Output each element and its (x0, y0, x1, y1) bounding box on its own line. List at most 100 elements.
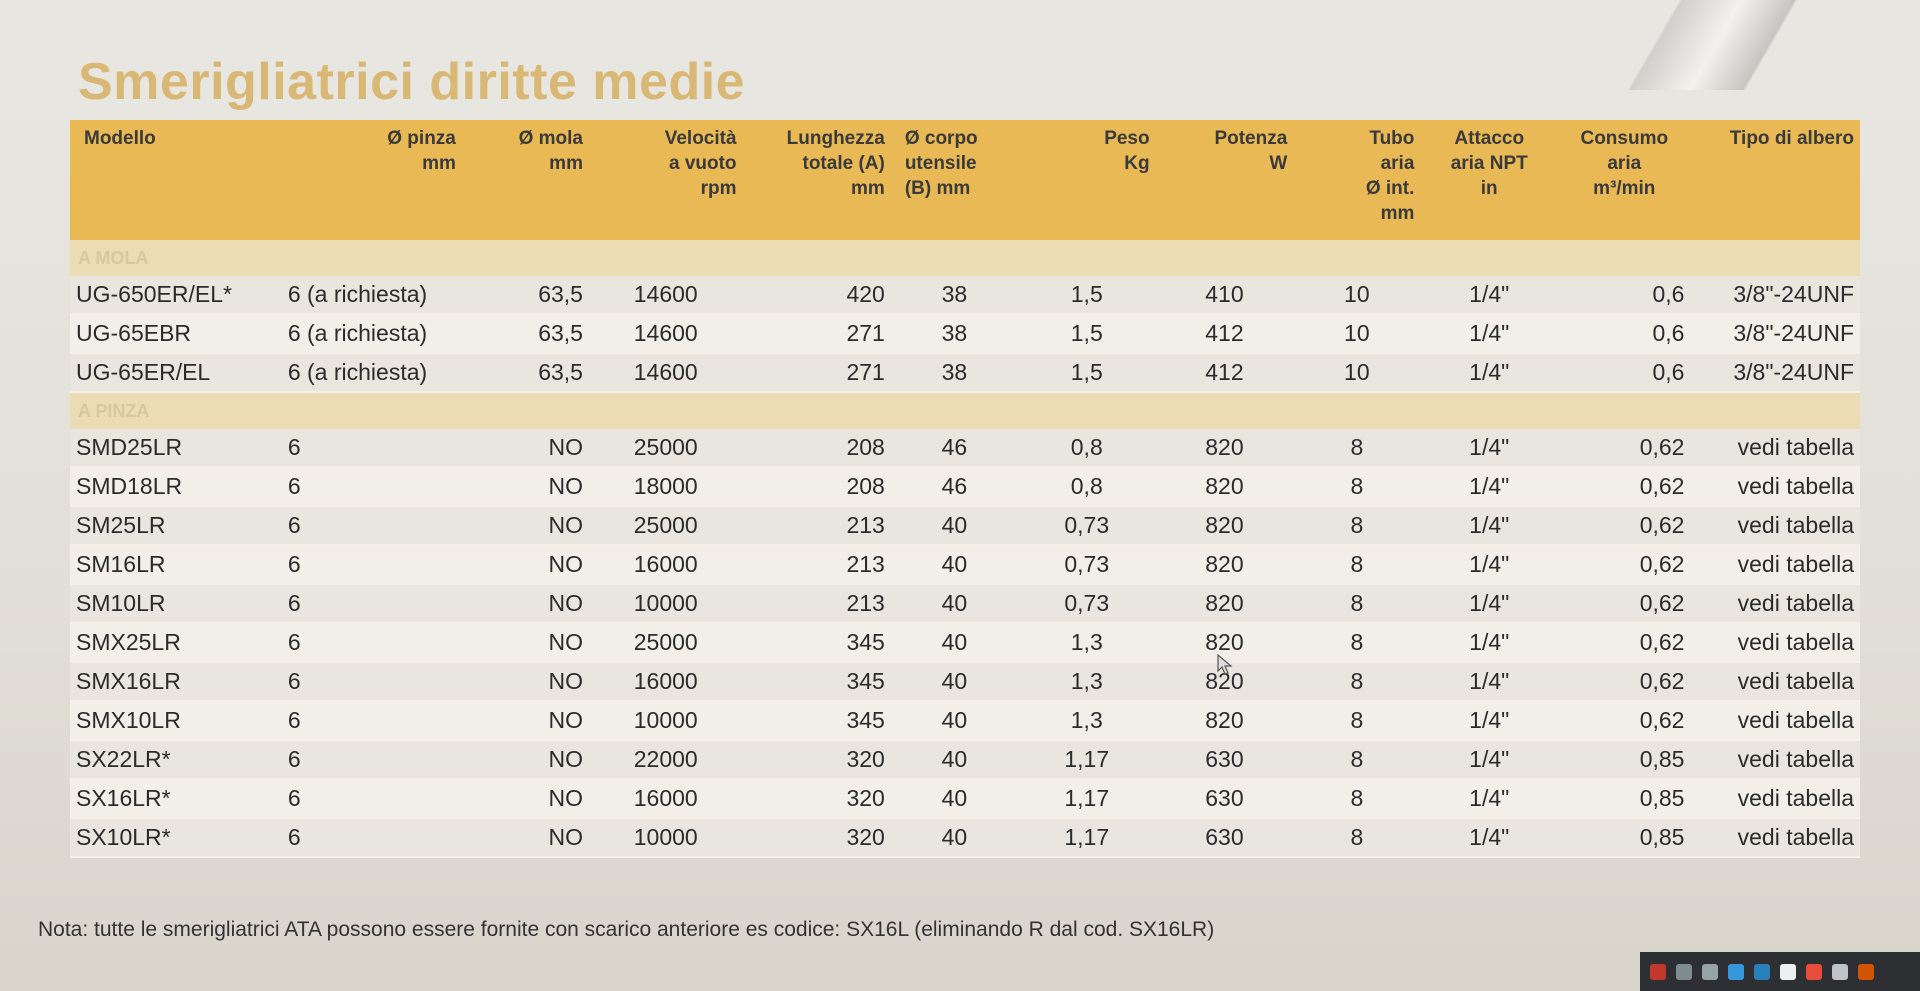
table-cell: 410 (1155, 276, 1294, 315)
app-icon[interactable] (1858, 963, 1874, 980)
app-icon[interactable] (1780, 963, 1796, 980)
table-cell: 25000 (588, 429, 743, 468)
table-row: UG-65ER/EL 6 (a richiesta) 63,5 14600 271 38 1… (70, 353, 1860, 393)
acrobat-icon[interactable] (1650, 963, 1666, 980)
table-cell: 8 (1293, 623, 1421, 663)
table-cell: vedi tabella (1690, 506, 1860, 546)
table-cell: 1/4" (1420, 353, 1559, 393)
table-cell: 208 (742, 429, 891, 468)
table-cell: 213 (742, 584, 891, 624)
table-cell: 0,62 (1558, 545, 1691, 585)
table-cell: 1/4" (1420, 701, 1559, 741)
table-cell: 412 (1155, 353, 1294, 393)
table-cell: 820 (1155, 623, 1294, 663)
table-cell: 16000 (588, 662, 743, 702)
table-cell: 1/4" (1420, 779, 1559, 819)
table-cell: 8 (1293, 429, 1421, 468)
model-cell: SX22LR* (70, 740, 282, 780)
table-cell: 8 (1293, 818, 1421, 858)
table-cell: NO (461, 429, 589, 468)
table-cell: 6 (281, 662, 462, 702)
table-cell: 6 (a richiesta) (281, 276, 462, 315)
table-cell: 208 (742, 467, 891, 507)
model-cell: SMX10LR (70, 701, 282, 741)
column-header-line: W (1269, 153, 1288, 174)
table-cell: 25000 (588, 506, 743, 546)
table-cell: vedi tabella (1690, 818, 1860, 858)
table-cell: 0,73 (1017, 584, 1156, 624)
column-header-line: Lunghezza (786, 128, 885, 149)
column-header-line: Potenza (1214, 128, 1288, 149)
table-cell: 412 (1155, 314, 1294, 354)
section-row: A PINZA (70, 392, 1860, 429)
model-cell: UG-65EBR (70, 314, 282, 354)
table-cell: 1/4" (1420, 276, 1559, 315)
printer-icon[interactable] (1676, 963, 1692, 980)
table-cell: 63,5 (461, 314, 589, 354)
table-cell: NO (461, 623, 589, 663)
app-icon[interactable] (1806, 963, 1822, 980)
table-cell: 345 (742, 623, 891, 663)
table-cell: 1,17 (1017, 779, 1156, 819)
table-cell: vedi tabella (1690, 545, 1860, 585)
table-cell: 0,62 (1558, 623, 1691, 663)
table-cell: 1/4" (1420, 467, 1559, 507)
table-cell: 8 (1293, 584, 1421, 624)
system-taskbar (1640, 952, 1920, 991)
table-cell: 16000 (588, 545, 743, 585)
network-icon[interactable] (1702, 963, 1718, 980)
column-header-line: aria (1607, 153, 1642, 174)
table-cell: 345 (742, 662, 891, 702)
column-header-line: utensile (904, 153, 977, 174)
table-cell: vedi tabella (1690, 740, 1860, 780)
table-cell: 10000 (588, 818, 743, 858)
model-cell: SX10LR* (70, 818, 282, 858)
table-cell: 1/4" (1420, 506, 1559, 546)
table-cell: 1,3 (1017, 701, 1156, 741)
table-cell: 1/4" (1420, 545, 1559, 585)
table-cell: 1/4" (1420, 740, 1559, 780)
column-header: Potenza W (1155, 120, 1294, 240)
table-cell: 630 (1155, 779, 1294, 819)
column-header-line: aria (1380, 153, 1415, 174)
table-cell: 18000 (588, 467, 743, 507)
app-icon[interactable] (1754, 963, 1770, 980)
table-cell: 271 (742, 314, 891, 354)
column-header: Ø mola mm (461, 120, 589, 240)
table-cell: 8 (1293, 506, 1421, 546)
table-cell: 3/8"-24UNF (1690, 314, 1860, 354)
table-row: SMD25LR 6 NO 25000 208 46 0,8 820 8 1/4" 0,62 vedi … (70, 429, 1860, 468)
table-cell: vedi tabella (1690, 779, 1860, 819)
table-cell: NO (461, 740, 589, 780)
app-icon[interactable] (1728, 963, 1744, 980)
footnote: Nota: tutte le smerigliatrici ATA posson… (38, 918, 1215, 941)
column-header-line: Ø corpo (904, 128, 978, 149)
table-cell: 0,85 (1558, 779, 1691, 819)
table-cell: NO (461, 545, 589, 585)
table-cell: 14600 (588, 353, 743, 393)
column-header-line: Consumo (1580, 128, 1669, 149)
table-cell: 0,85 (1558, 818, 1691, 858)
column-header: Tipo di albero (1690, 120, 1860, 240)
table-cell: 8 (1293, 545, 1421, 585)
table-cell: 16000 (588, 779, 743, 819)
table-row: SX16LR* 6 NO 16000 320 40 1,17 630 8 1/4" 0,85 vedi… (70, 779, 1860, 819)
table-cell: 8 (1293, 662, 1421, 702)
table-cell: 6 (281, 467, 462, 507)
table-cell: 820 (1155, 506, 1294, 546)
page-title: Smerigliatrici diritte medie (78, 53, 746, 111)
spec-table: Modello Ø pinza mm Ø mola mm Velocità a vuoto r… (70, 120, 1860, 858)
table-row: SM10LR 6 NO 10000 213 40 0,73 820 8 1/4" 0,62 vedi … (70, 584, 1860, 624)
app-icon[interactable] (1832, 963, 1848, 980)
table-cell: 6 (281, 623, 462, 663)
table-cell: 0,62 (1558, 506, 1691, 546)
column-header: Velocità a vuoto rpm (588, 120, 743, 240)
column-header-line: Tipo di albero (1729, 128, 1854, 149)
column-header-line: Ø int. (1365, 178, 1415, 199)
table-cell: 40 (890, 584, 1018, 624)
model-cell: SM16LR (70, 545, 282, 585)
table-row: SMX16LR 6 NO 16000 345 40 1,3 820 8 1/4" 0,62 vedi … (70, 662, 1860, 702)
table-cell: NO (461, 662, 589, 702)
table-cell: 63,5 (461, 276, 589, 315)
